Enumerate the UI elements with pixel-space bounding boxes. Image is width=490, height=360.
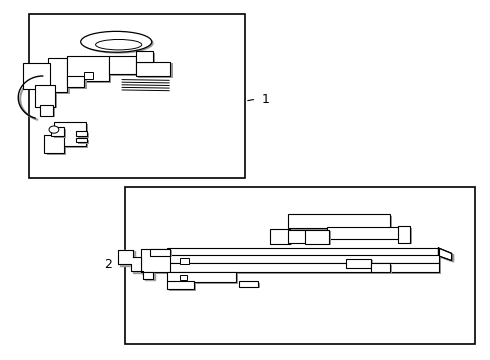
Bar (373, 265, 392, 274)
Polygon shape (441, 249, 454, 262)
Bar (180, 275, 187, 280)
Bar (398, 226, 410, 243)
Bar (84, 72, 93, 79)
Bar (270, 229, 290, 244)
Bar (29, 14, 245, 178)
Bar (25, 65, 52, 90)
Bar (239, 282, 258, 287)
Bar (78, 140, 89, 144)
Bar (43, 107, 55, 117)
Bar (70, 58, 111, 83)
Bar (329, 229, 405, 240)
Ellipse shape (83, 33, 154, 54)
Bar (51, 127, 64, 136)
Bar (67, 56, 109, 81)
Bar (170, 257, 441, 265)
Bar (346, 259, 371, 268)
Bar (56, 124, 88, 148)
Bar (70, 78, 87, 89)
Bar (76, 131, 87, 136)
Bar (170, 283, 196, 291)
Bar (170, 265, 441, 274)
Bar (241, 283, 260, 288)
Bar (136, 62, 170, 76)
Bar (109, 56, 136, 74)
Bar (170, 274, 238, 284)
Bar (143, 251, 172, 274)
Bar (48, 58, 67, 92)
Bar (54, 129, 66, 138)
Bar (170, 249, 441, 257)
Bar (50, 60, 70, 94)
Bar (180, 258, 189, 264)
Text: 2: 2 (104, 258, 112, 271)
Text: 1: 1 (262, 93, 270, 105)
Bar (136, 51, 153, 62)
Polygon shape (121, 251, 155, 280)
Polygon shape (439, 248, 452, 261)
Bar (38, 87, 57, 108)
Bar (305, 230, 329, 244)
Bar (168, 264, 440, 273)
Polygon shape (119, 250, 153, 279)
Bar (371, 264, 391, 273)
Bar (168, 255, 440, 263)
Bar (54, 122, 86, 146)
Ellipse shape (49, 126, 59, 133)
Bar (400, 228, 412, 244)
Bar (288, 230, 307, 243)
Bar (168, 272, 236, 282)
Bar (327, 227, 403, 239)
Bar (168, 248, 440, 256)
Bar (290, 216, 392, 230)
Bar (307, 231, 331, 245)
Bar (152, 250, 172, 257)
Bar (138, 53, 155, 63)
Bar (290, 231, 309, 244)
Bar (111, 58, 138, 76)
Bar (150, 249, 170, 256)
Ellipse shape (81, 31, 152, 52)
Bar (76, 138, 87, 142)
Bar (47, 137, 66, 155)
Bar (348, 260, 373, 269)
Bar (78, 133, 89, 138)
Bar (44, 135, 64, 153)
Bar (141, 249, 170, 273)
Bar (288, 215, 391, 228)
Bar (40, 105, 52, 116)
Bar (272, 231, 292, 245)
Bar (67, 76, 84, 87)
Bar (125, 187, 475, 344)
Bar (168, 282, 195, 289)
Bar (138, 63, 172, 78)
Bar (23, 63, 50, 89)
Bar (35, 85, 55, 107)
